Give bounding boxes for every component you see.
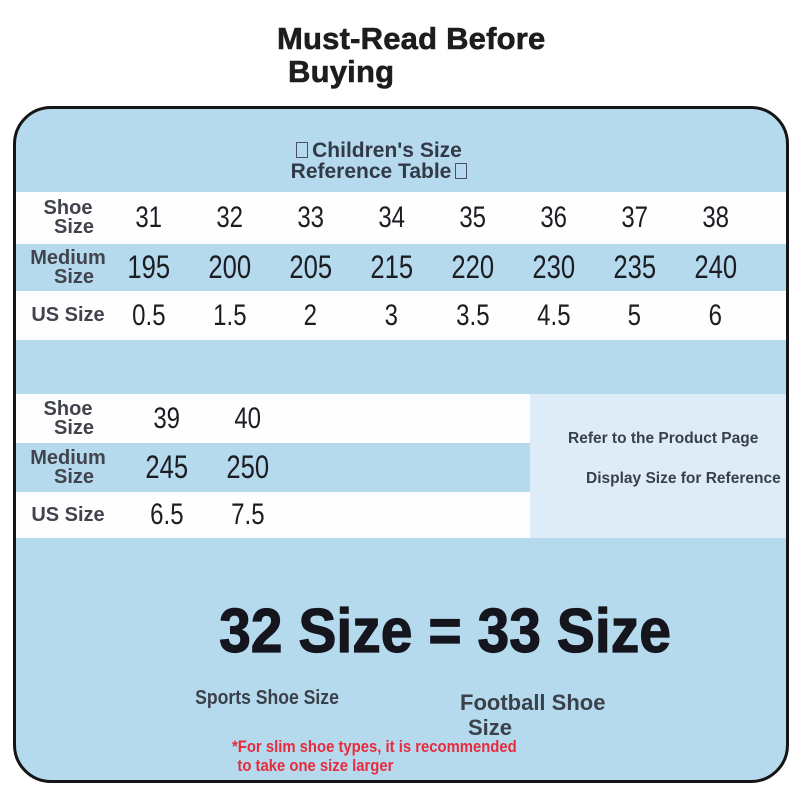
row-values: 6.5 7.5 — [126, 492, 288, 538]
size-cell: 40 — [234, 401, 261, 435]
size-cell: 195 — [127, 249, 170, 285]
warning-line1: *For slim shoe types, it is recommended — [232, 738, 517, 756]
row-label-medium-size: Medium Size — [16, 244, 108, 291]
size-cell: 215 — [370, 249, 413, 285]
row-values: 195 200 205 215 220 230 235 240 — [108, 244, 756, 291]
size-cell: 39 — [153, 401, 180, 435]
row-label-us-size: US Size — [16, 291, 108, 340]
sports-shoe-size-label: Sports Shoe Size — [195, 687, 339, 709]
row-label-text: Size — [53, 416, 95, 439]
row-values: 245 250 — [126, 443, 288, 492]
size-cell: 245 — [145, 449, 188, 485]
page-title-line2: Buying — [288, 54, 395, 89]
size-cell: 31 — [135, 201, 162, 234]
row-label-text: Size — [53, 265, 95, 288]
size-cell: 3 — [384, 298, 399, 332]
reference-panel: Refer to the Product Page Display Size f… — [530, 394, 786, 538]
size-cell: 37 — [621, 201, 648, 234]
size-cell: 240 — [694, 249, 737, 285]
row-values: 0.5 1.5 2 3 3.5 4.5 5 6 — [108, 291, 756, 340]
page-title: Must-Read Before Buying — [277, 21, 546, 89]
table-row-shoe-size: Shoe Size 31 32 33 34 35 36 37 38 — [16, 192, 786, 244]
size-table-extended: Shoe Size 39 40 Medium Size 245 250 — [16, 394, 530, 538]
size-chart-card: Children's Size Reference Table Shoe Siz… — [13, 106, 789, 783]
size-table-main: Shoe Size 31 32 33 34 35 36 37 38 Medium — [16, 192, 786, 340]
row-values: 39 40 — [126, 394, 288, 443]
table-row-medium-size: Medium Size 245 250 — [16, 443, 530, 492]
football-label-line1: Football Shoe — [460, 690, 606, 715]
size-cell: 235 — [613, 249, 656, 285]
row-label-text: US Size — [31, 503, 105, 526]
size-cell: 35 — [459, 201, 486, 234]
table-row-medium-size: Medium Size 195 200 205 215 220 230 235 … — [16, 244, 786, 291]
row-label-text: Shoe — [43, 397, 93, 420]
card-title-line1: Children's Size — [16, 139, 764, 162]
page-title-line1: Must-Read Before — [277, 21, 546, 56]
football-shoe-size-label: Football Shoe Size — [460, 690, 605, 740]
size-cell: 6.5 — [149, 498, 184, 531]
row-label-text: Shoe — [43, 197, 93, 219]
size-cell: 36 — [540, 201, 567, 234]
row-label-text: Medium — [30, 446, 106, 469]
row-label-shoe-size: Shoe Size — [16, 394, 108, 443]
row-label-text: Medium — [30, 246, 106, 269]
size-cell: 3.5 — [455, 298, 490, 332]
cjk-bracket-open-glyph — [296, 142, 309, 158]
size-cell: 1.5 — [212, 298, 247, 332]
size-cell: 7.5 — [230, 498, 265, 531]
size-cell: 38 — [702, 201, 729, 234]
row-label-text: Size — [53, 216, 95, 238]
row-values: 31 32 33 34 35 36 37 38 — [108, 192, 756, 244]
row-label-shoe-size: Shoe Size — [16, 192, 108, 244]
row-label-us-size: US Size — [16, 492, 108, 538]
size-cell: 32 — [216, 201, 243, 234]
size-cell: 205 — [289, 249, 332, 285]
size-cell: 34 — [378, 201, 405, 234]
card-title: Children's Size Reference Table — [16, 139, 764, 183]
row-label-text: US Size — [31, 304, 105, 326]
size-cell: 230 — [532, 249, 575, 285]
warning-line2: to take one size larger — [237, 757, 394, 775]
table-row-us-size: US Size 0.5 1.5 2 3 3.5 4.5 5 6 — [16, 291, 786, 340]
card-title-text2: Reference Table — [290, 160, 452, 183]
table-row-shoe-size: Shoe Size 39 40 — [16, 394, 530, 443]
size-cell: 4.5 — [536, 298, 571, 332]
size-cell: 220 — [451, 249, 494, 285]
size-cell: 6 — [708, 298, 723, 332]
warning-note: *For slim shoe types, it is recommended … — [232, 738, 517, 776]
football-label-line2: Size — [468, 715, 513, 740]
size-cell: 5 — [627, 298, 642, 332]
size-cell: 0.5 — [131, 298, 166, 332]
size-cell: 2 — [303, 298, 318, 332]
reference-note-line1: Refer to the Product Page — [568, 430, 759, 447]
size-equivalence-headline: 32 Size = 33 Size — [219, 596, 672, 666]
reference-note-line2: Display Size for Reference — [586, 470, 781, 487]
row-label-text: Size — [53, 465, 95, 488]
size-cell: 33 — [297, 201, 324, 234]
size-cell: 200 — [208, 249, 251, 285]
table-row-us-size: US Size 6.5 7.5 — [16, 492, 530, 538]
cjk-bracket-close-glyph — [455, 163, 468, 179]
card-title-line2: Reference Table — [16, 160, 764, 183]
row-label-medium-size: Medium Size — [16, 443, 108, 492]
card-title-text1: Children's Size — [312, 139, 462, 162]
size-cell: 250 — [226, 449, 269, 485]
